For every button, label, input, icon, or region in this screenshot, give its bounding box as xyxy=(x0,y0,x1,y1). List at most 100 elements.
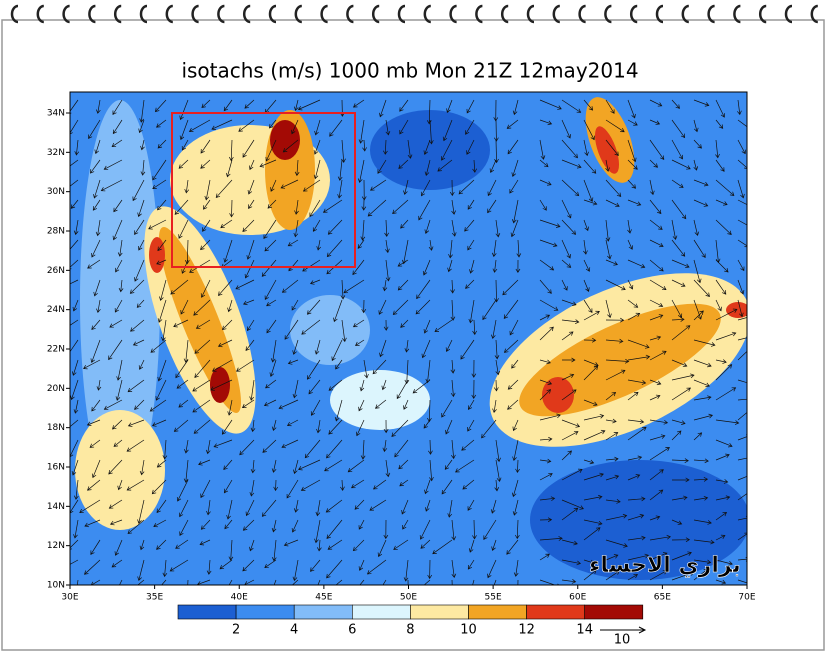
wind-arrow xyxy=(404,359,410,385)
wind-arrow xyxy=(150,339,167,353)
ring xyxy=(604,4,612,24)
wind-arrow xyxy=(337,159,343,181)
wind-arrow xyxy=(114,299,123,313)
watermark: براري الاحساء xyxy=(589,553,741,578)
wind-arrow xyxy=(693,379,710,388)
colorbar-label: 4 xyxy=(290,623,298,638)
wind-arrow xyxy=(108,499,123,509)
wind-arrow xyxy=(291,119,299,135)
wind-arrow xyxy=(583,119,595,141)
wind-arrow xyxy=(487,559,497,579)
wind-arrow xyxy=(423,419,431,429)
wind-arrow xyxy=(512,439,519,461)
wind-arrow xyxy=(605,299,612,319)
wind-arrow xyxy=(693,568,709,581)
wind-arrow xyxy=(92,199,101,211)
wind-arrow xyxy=(455,459,475,473)
wind-arrow xyxy=(715,419,740,425)
wind-arrow xyxy=(517,579,519,585)
ring xyxy=(10,4,19,24)
wind-arrow xyxy=(224,519,233,530)
wind-arrow xyxy=(627,339,650,349)
wind-arrow xyxy=(307,359,321,380)
wind-arrow xyxy=(360,439,366,460)
wind-arrow xyxy=(287,239,299,247)
wind-arrow xyxy=(513,559,519,577)
wind-arrow xyxy=(263,219,277,240)
wind-arrow xyxy=(561,199,572,219)
wind-arrow xyxy=(162,439,168,460)
wind-arrow xyxy=(445,339,453,352)
wind-arrow xyxy=(423,319,431,334)
wind-arrow xyxy=(561,373,575,381)
lat-label: 24N xyxy=(47,305,65,315)
wind-arrow xyxy=(179,119,189,141)
wind-arrow xyxy=(715,159,725,172)
ring xyxy=(36,4,45,24)
wind-arrow xyxy=(249,159,255,171)
wind-arrow xyxy=(322,199,343,213)
wind-arrow xyxy=(671,99,680,109)
ring xyxy=(397,4,406,24)
wind-arrow xyxy=(360,219,366,241)
wind-arrow xyxy=(137,579,145,585)
wind-arrow xyxy=(605,418,617,424)
wind-arrow xyxy=(494,339,500,360)
wind-arrow xyxy=(737,159,747,169)
wind-arrow xyxy=(138,239,145,251)
wind-arrow xyxy=(293,99,299,112)
wind-arrow xyxy=(419,519,431,540)
wind-arrow xyxy=(715,559,733,566)
wind-arrow xyxy=(451,219,457,237)
ring xyxy=(88,4,96,24)
wind-arrow xyxy=(561,579,577,584)
wind-arrow xyxy=(539,413,561,421)
wind-arrow xyxy=(73,399,79,414)
ring xyxy=(217,4,225,24)
wind-arrow xyxy=(467,419,475,432)
wind-arrow xyxy=(173,319,189,328)
wind-arrow xyxy=(561,99,582,113)
wind-arrow xyxy=(137,559,145,582)
wind-arrow xyxy=(671,430,682,441)
wind-arrow xyxy=(151,419,167,427)
wind-arrow xyxy=(187,579,189,585)
wind-arrow xyxy=(87,259,101,269)
wind-arrow xyxy=(464,219,475,232)
wind-arrow xyxy=(241,399,255,409)
colorbar-swatch xyxy=(293,604,353,620)
wind-arrow xyxy=(511,359,519,369)
wind-arrow xyxy=(176,479,189,502)
wind-arrow xyxy=(397,259,409,267)
wind-arrow xyxy=(437,159,453,172)
wind-arrow xyxy=(70,379,79,401)
wind-arrow xyxy=(539,239,558,248)
wind-arrow xyxy=(605,539,628,548)
wind-arrow xyxy=(327,539,343,550)
ring xyxy=(62,4,70,24)
wind-arrow xyxy=(83,359,101,370)
wind-arrow xyxy=(95,219,101,237)
wind-arrow xyxy=(693,559,712,565)
wind-arrow xyxy=(264,239,277,252)
wind-arrow xyxy=(351,479,365,489)
wind-arrow xyxy=(271,419,277,432)
wind-arrow xyxy=(326,519,343,540)
wind-arrow xyxy=(362,139,367,152)
wind-arrow xyxy=(649,159,659,168)
wind-arrow xyxy=(90,339,101,363)
wind-arrow xyxy=(71,359,79,376)
ring xyxy=(475,4,483,24)
wind-arrow xyxy=(561,419,581,428)
wind-arrow xyxy=(671,239,686,257)
wind-arrow xyxy=(270,179,277,192)
wind-arrow xyxy=(157,359,167,382)
wind-arrow xyxy=(200,519,211,530)
wind-arrow xyxy=(649,419,669,425)
wind-arrow xyxy=(627,139,637,163)
wind-arrow xyxy=(134,399,145,410)
wind-arrow xyxy=(649,119,661,125)
wind-arrow xyxy=(266,299,277,307)
ring xyxy=(449,4,457,24)
